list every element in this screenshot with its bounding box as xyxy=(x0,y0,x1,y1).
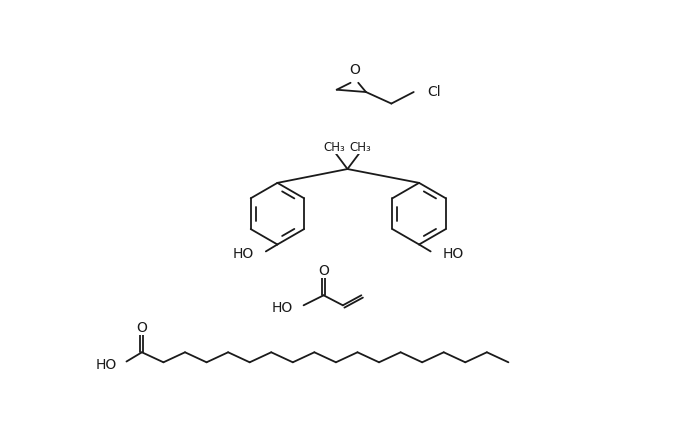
Text: HO: HO xyxy=(95,359,117,372)
Text: HO: HO xyxy=(233,247,254,261)
Text: CH₃: CH₃ xyxy=(350,141,372,154)
Text: HO: HO xyxy=(442,247,464,261)
Text: O: O xyxy=(318,264,329,278)
Text: O: O xyxy=(136,321,147,334)
Text: O: O xyxy=(349,63,360,78)
Text: HO: HO xyxy=(272,301,293,314)
Text: CH₃: CH₃ xyxy=(323,141,345,154)
Text: Cl: Cl xyxy=(428,85,441,99)
